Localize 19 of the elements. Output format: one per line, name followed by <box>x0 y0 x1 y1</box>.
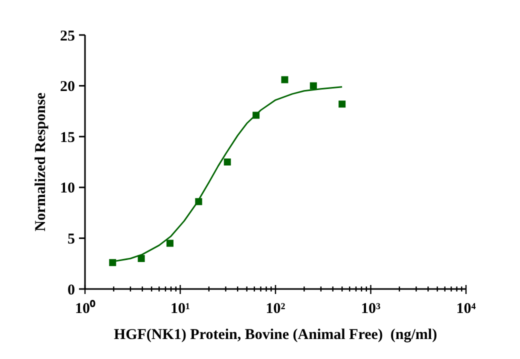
point <box>310 82 317 90</box>
x-tick-label: 10⁴ <box>456 301 476 317</box>
point <box>338 100 346 108</box>
y-tick-label: 5 <box>68 231 75 248</box>
x-tick-label: 10² <box>266 301 286 317</box>
y-axis-title: Normalized Response <box>33 92 49 232</box>
y-tick-label: 0 <box>68 282 75 298</box>
x-tick-label: 10⁰ <box>75 299 96 317</box>
y-tick-label: 25 <box>60 28 75 44</box>
x-axis-title: HGF(NK1) Protein, Bovine (Animal Free) (ng/ml) <box>114 327 438 343</box>
x-tick-label: 10³ <box>361 301 381 317</box>
y-tick-label: 15 <box>60 130 75 146</box>
x-tick-label: 10¹ <box>170 301 190 317</box>
point <box>224 158 231 166</box>
y-tick-label: 20 <box>60 79 75 96</box>
point <box>281 76 288 84</box>
point <box>138 255 145 262</box>
y-tick-label: 10 <box>60 180 75 197</box>
point <box>166 240 174 247</box>
